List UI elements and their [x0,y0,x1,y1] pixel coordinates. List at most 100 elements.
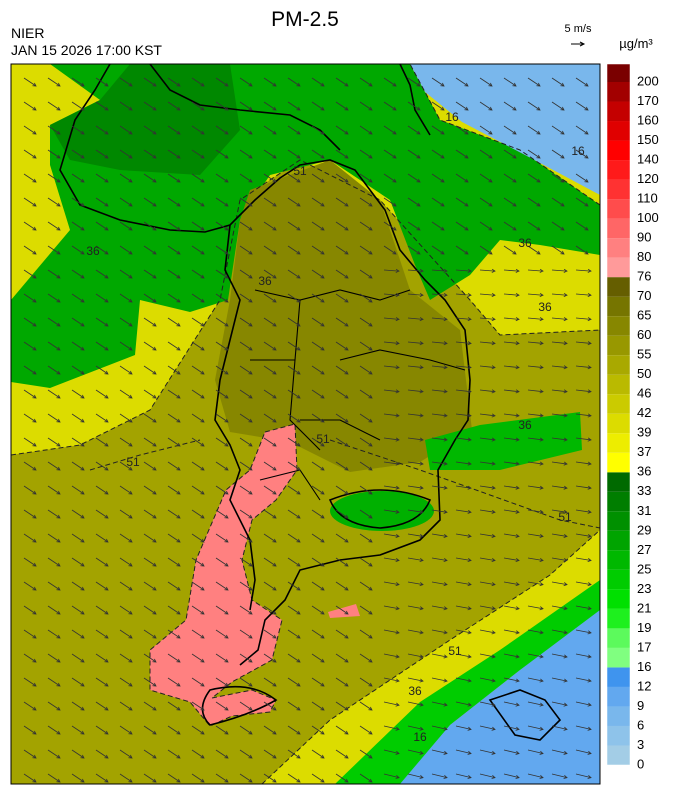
colorbar-label: 60 [637,327,651,342]
wind-arrow [47,485,61,495]
wind-arrow [479,557,496,563]
wind-arrow [503,173,517,183]
wind-arrow [167,173,181,183]
wind-arrow [503,437,520,442]
wind-arrow [191,413,205,423]
wind-arrow [479,221,493,231]
contour [11,159,600,456]
wind-arrow [455,677,472,683]
wind-arrow [551,749,568,755]
wind-arrow [191,197,205,207]
wind-arrow [455,557,472,563]
wind-arrow [287,77,301,87]
wind-arrow [119,413,133,423]
wind-arrow [23,773,37,783]
wind-arrow [23,317,37,327]
wind-arrow [239,557,253,567]
colorbar-block [607,608,630,629]
contour-label: 51 [448,644,462,658]
wind-arrow [407,701,424,707]
wind-arrow [359,581,373,591]
wind-arrow [335,365,349,375]
wind-arrow [215,389,229,399]
wind-arrow [215,317,229,327]
wind-arrow [263,701,277,711]
contour-label: 51 [293,164,307,178]
wind-arrow [455,509,472,514]
wind-arrow [215,605,229,615]
wind-arrow [335,725,349,735]
wind-arrow [431,629,448,635]
wind-arrow [311,125,325,135]
wind-arrow [455,197,469,207]
wind-arrow [503,389,520,394]
wind-arrow [311,269,325,279]
wind-arrow [527,437,544,442]
wind-arrow [143,557,157,567]
wind-arrow [503,749,520,755]
wind-arrow [479,389,496,394]
wind-arrow [551,725,568,731]
wind-arrow [431,317,448,322]
wind-arrow [95,125,109,135]
wind-arrow [503,653,520,659]
wind-arrow [503,365,520,370]
wind-arrow [239,653,253,663]
wind-arrow [95,341,109,351]
wind-arrow [167,437,181,447]
wind-arrow [191,341,205,351]
wind-arrow [551,773,568,779]
wind-arrow [239,725,253,735]
wind-arrow [575,749,592,755]
wind-arrow [551,581,568,587]
wind-arrow [47,221,61,231]
wind-arrow [239,677,253,687]
colorbar-block [607,745,630,765]
wind-arrow [431,773,448,779]
wind-arrow [119,629,133,639]
wind-arrow [71,461,85,471]
wind-arrow [431,725,448,731]
wind-arrow [479,292,496,298]
field-pink [149,423,298,727]
wind-arrow [239,125,253,135]
wind-arrow [407,413,424,418]
colorbar-block [607,277,630,297]
wind-arrow [239,629,253,639]
wind-arrow [215,269,229,279]
wind-arrow [503,125,517,135]
wind-arrow [311,317,325,327]
wind-arrow [335,77,349,87]
wind-arrow [311,773,325,783]
wind-arrow [287,605,301,615]
wind-arrow [335,605,349,615]
coastline [214,224,256,611]
wind-arrow [551,485,568,490]
wind-arrow [455,77,469,87]
wind-arrow [287,125,301,135]
wind-arrow [431,581,448,587]
colorbar-block [607,355,630,375]
wind-arrow [191,533,205,543]
wind-arrow [287,221,301,231]
wind-arrow [23,485,37,495]
wind-arrow [191,485,205,495]
colorbar-block [607,374,630,395]
wind-arrow [383,629,400,635]
contour-label: 36 [408,684,422,698]
wind-arrow [119,485,133,495]
wind-arrow [383,268,400,273]
wind-arrow [47,317,61,327]
wind-arrow [119,461,133,471]
wind-arrow [407,317,424,322]
contour-label: 51 [316,432,330,446]
wind-arrow [335,485,349,495]
wind-arrow [431,245,445,255]
wind-arrow [95,485,109,495]
wind-arrow [191,581,205,591]
wind-arrow [503,197,517,207]
wind-arrow [503,533,520,538]
colorbar-block [607,686,630,707]
wind-arrow [191,173,205,183]
colorbar-label: 9 [637,698,644,713]
